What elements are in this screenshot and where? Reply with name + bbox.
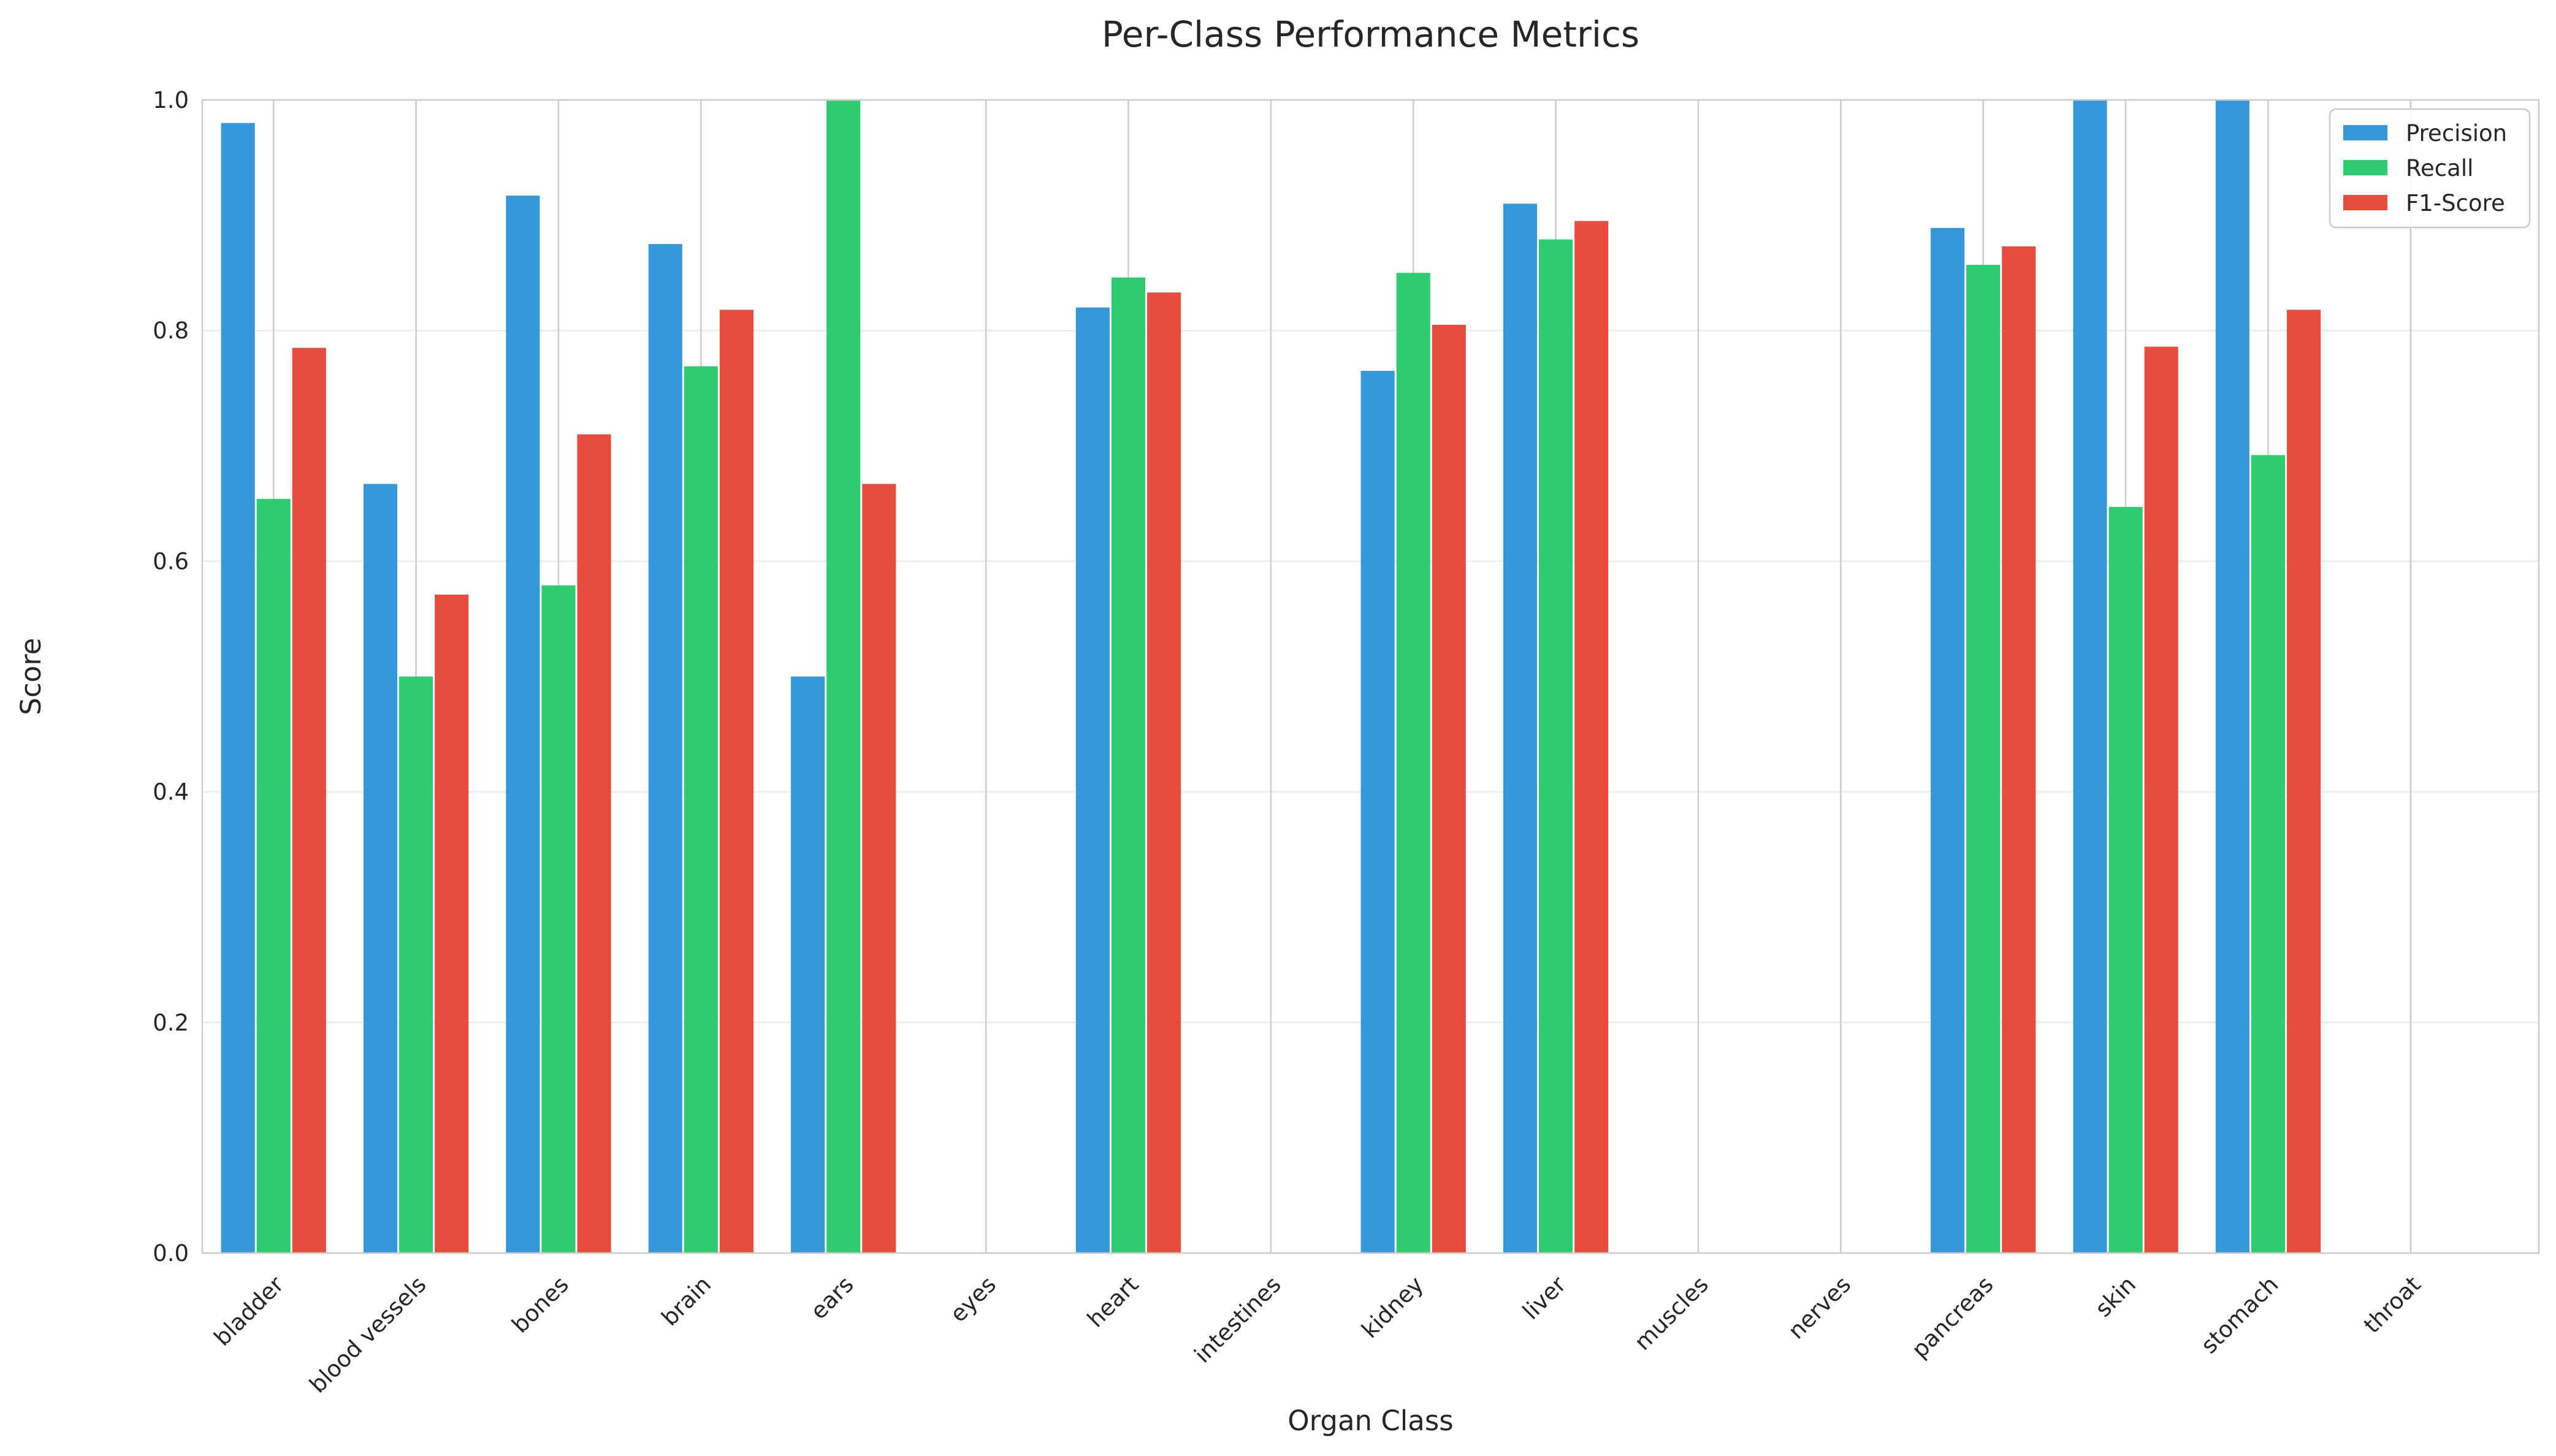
legend-label: F1-Score	[2406, 190, 2505, 216]
bar-recall-bladder	[256, 498, 291, 1254]
bar-f1-score-heart	[1147, 292, 1181, 1254]
bar-f1-score-brain	[719, 310, 753, 1253]
bar-precision-bones	[506, 196, 540, 1253]
bar-recall-bones	[541, 585, 576, 1253]
bar-precision-bladder	[221, 123, 255, 1253]
legend-swatch-f1-score	[2343, 195, 2387, 210]
y-tick-label: 0.2	[153, 1010, 189, 1036]
x-axis-label: Organ Class	[1288, 1405, 1453, 1437]
legend-label: Precision	[2406, 120, 2507, 147]
bar-f1-score-pancreas	[2002, 246, 2036, 1254]
bars	[221, 100, 2321, 1254]
bar-recall-heart	[1111, 277, 1146, 1253]
legend: Precision Recall F1-Score	[2329, 108, 2531, 229]
bar-precision-brain	[648, 244, 682, 1253]
bar-precision-ears	[791, 676, 825, 1253]
bar-recall-pancreas	[1966, 264, 2001, 1253]
bar-precision-stomach	[2215, 100, 2249, 1253]
bar-precision-heart	[1075, 307, 1110, 1254]
legend-swatch-precision	[2343, 125, 2387, 140]
y-axis-label: Score	[15, 638, 47, 715]
bar-precision-liver	[1503, 204, 1538, 1253]
bar-precision-blood-vessels	[363, 484, 398, 1253]
bar-recall-liver	[1539, 239, 1573, 1253]
legend-label: Recall	[2406, 155, 2473, 181]
bar-recall-kidney	[1396, 273, 1430, 1253]
bar-precision-skin	[2073, 100, 2107, 1253]
bar-precision-kidney	[1360, 371, 1395, 1254]
legend-swatch-recall	[2343, 160, 2387, 175]
bar-f1-score-bones	[577, 434, 611, 1253]
y-tick-label: 0.8	[153, 318, 189, 344]
bar-f1-score-ears	[862, 484, 896, 1253]
bar-f1-score-kidney	[1432, 324, 1466, 1254]
y-tick-label: 1.0	[153, 87, 189, 113]
plot-frame	[201, 99, 2540, 1254]
bar-f1-score-liver	[1574, 221, 1609, 1253]
bar-precision-pancreas	[1931, 227, 1965, 1253]
bar-f1-score-bladder	[292, 348, 326, 1253]
chart-title: Per-Class Performance Metrics	[1102, 13, 1639, 55]
bar-f1-score-stomach	[2287, 310, 2321, 1253]
y-tick-label: 0.6	[153, 548, 189, 574]
bar-recall-stomach	[2251, 455, 2286, 1253]
bar-f1-score-skin	[2144, 346, 2178, 1254]
y-tick-label: 0.0	[153, 1240, 189, 1267]
bar-recall-blood-vessels	[399, 676, 433, 1253]
y-tick-labels: 0.0 0.2 0.4 0.6 0.8 1.0	[153, 87, 189, 1267]
bar-recall-ears	[826, 100, 861, 1253]
bar-recall-skin	[2108, 506, 2143, 1254]
bar-f1-score-blood-vessels	[435, 594, 469, 1253]
bar-recall-brain	[684, 366, 718, 1253]
y-tick-label: 0.4	[153, 779, 189, 806]
